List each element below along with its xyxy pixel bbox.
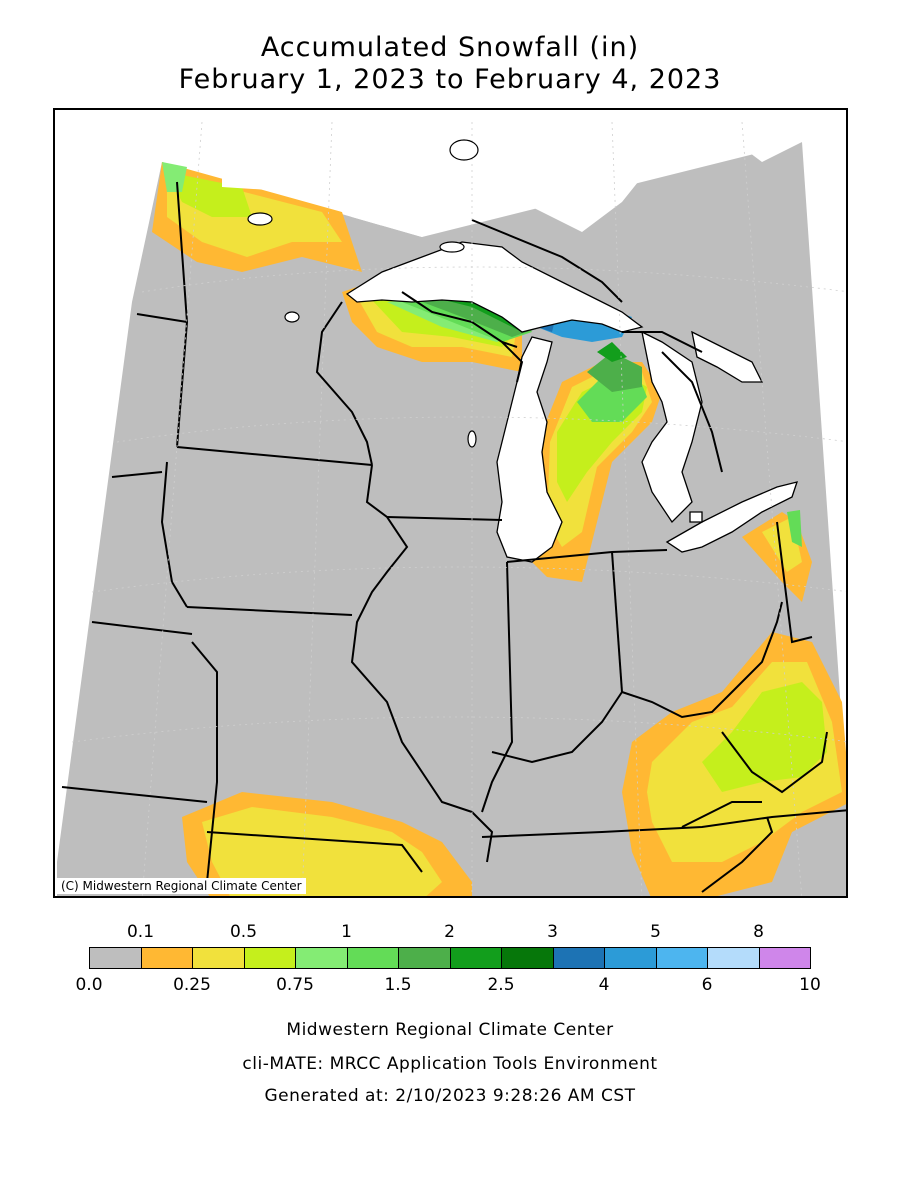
footer-tool: cli-MATE: MRCC Application Tools Environ… <box>242 1054 658 1074</box>
zone-green-north-mn <box>162 162 187 192</box>
legend-top-label: 3 <box>547 922 558 942</box>
border-ok-ks <box>61 786 208 803</box>
border-ia-west <box>160 461 188 608</box>
legend-bottom-label: 1.5 <box>384 975 412 995</box>
legend-swatch <box>604 947 657 969</box>
legend-bottom-label: 0.0 <box>75 975 103 995</box>
border-ks-ne <box>91 621 193 635</box>
legend-top-label: 8 <box>753 922 764 942</box>
border-wi-il <box>386 516 503 521</box>
map-panel: (C) Midwestern Regional Climate Center <box>53 108 848 898</box>
legend-bottom-label: 0.75 <box>276 975 314 995</box>
great-lakes <box>345 241 798 563</box>
zone-lime-ohiovalley <box>702 682 827 792</box>
border-ia-il <box>350 464 473 813</box>
border-mi-wi-north <box>501 341 524 383</box>
legend-swatch <box>758 947 811 969</box>
border-ia-south <box>186 606 353 616</box>
legend-bottom-label: 10 <box>799 975 821 995</box>
border-miss-river-south <box>471 811 494 863</box>
legend-bottom-label: 6 <box>701 975 713 995</box>
border-in-south <box>491 691 623 764</box>
legend-swatch <box>243 947 296 969</box>
border-mn-wi <box>315 301 373 466</box>
legend-bottom-label: 0.25 <box>173 975 211 995</box>
border-mo-south <box>206 831 423 873</box>
zone-mgreen-wmi <box>587 352 642 392</box>
map-date-range: February 1, 2023 to February 4, 2023 <box>178 64 722 95</box>
border-mi-in-oh <box>506 549 668 563</box>
border-il-in <box>481 561 514 813</box>
border-superior-mich <box>471 219 623 303</box>
lake-erie <box>665 481 798 553</box>
border-mi-lp-east <box>661 351 723 473</box>
border-ne-sd <box>111 471 163 478</box>
border-mn-south <box>176 446 373 466</box>
legend-bottom-label: 4 <box>598 975 610 995</box>
legend-swatch <box>707 947 760 969</box>
red-lake <box>284 311 300 323</box>
border-sd-nd <box>136 313 188 323</box>
border-oh-river <box>621 601 783 719</box>
zone-yellow-south <box>202 807 442 896</box>
copyright-notice: (C) Midwestern Regional Climate Center <box>57 878 306 894</box>
lake-nipigon <box>449 139 479 161</box>
map-title: Accumulated Snowfall (in) <box>260 32 640 63</box>
snowfall-map <box>57 110 846 896</box>
legend-swatch <box>192 947 245 969</box>
footer-org: Midwestern Regional Climate Center <box>286 1020 614 1040</box>
legend-swatch <box>89 947 142 969</box>
lake-winnebago <box>467 430 477 448</box>
lake-michigan <box>496 336 563 563</box>
canada-land <box>222 110 846 237</box>
border-oh-east <box>776 521 813 644</box>
legend-top-label: 1 <box>341 922 352 942</box>
legend-swatch <box>655 947 708 969</box>
legend-swatch <box>140 947 193 969</box>
islands <box>247 139 479 448</box>
zone-dgreen-wmi <box>597 342 627 362</box>
legend-top-label: 2 <box>444 922 455 942</box>
legend-swatch <box>295 947 348 969</box>
border-ky-tn <box>481 809 846 838</box>
lake-of-the-woods <box>247 212 273 226</box>
isle-royale <box>439 241 465 253</box>
border-in-oh <box>611 551 623 693</box>
legend-bottom-label: 2.5 <box>487 975 515 995</box>
zone-green-east <box>787 510 802 547</box>
footer-generated: Generated at: 2/10/2023 9:28:26 AM CST <box>264 1086 636 1106</box>
legend-top-label: 0.1 <box>126 922 155 942</box>
zone-lime-north-mn <box>167 172 252 217</box>
graticule <box>71 121 846 896</box>
lake-st-clair <box>689 511 703 523</box>
lake-huron <box>641 330 703 524</box>
legend-swatch <box>552 947 605 969</box>
lake-superior <box>345 241 644 333</box>
border-ky-wv <box>721 731 828 794</box>
border-tn-va <box>681 801 762 828</box>
legend-top-label: 5 <box>650 922 661 942</box>
state-borders <box>61 181 846 893</box>
legend-swatch <box>501 947 554 969</box>
legend-swatch <box>398 947 451 969</box>
legend-top-label: 0.5 <box>229 922 258 942</box>
georgian-bay <box>691 330 764 383</box>
border-wv-va <box>701 816 774 893</box>
legend-swatch <box>346 947 399 969</box>
border-mi-up-nlp <box>622 331 703 353</box>
legend-swatch <box>449 947 502 969</box>
